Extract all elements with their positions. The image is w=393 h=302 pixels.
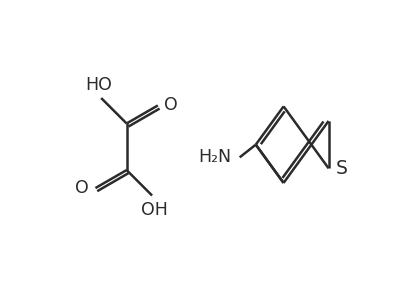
Text: O: O (164, 96, 178, 114)
Text: OH: OH (141, 201, 168, 219)
Text: S: S (336, 159, 348, 178)
Text: O: O (75, 179, 89, 197)
Text: HO: HO (86, 76, 112, 94)
Text: H₂N: H₂N (198, 148, 232, 166)
